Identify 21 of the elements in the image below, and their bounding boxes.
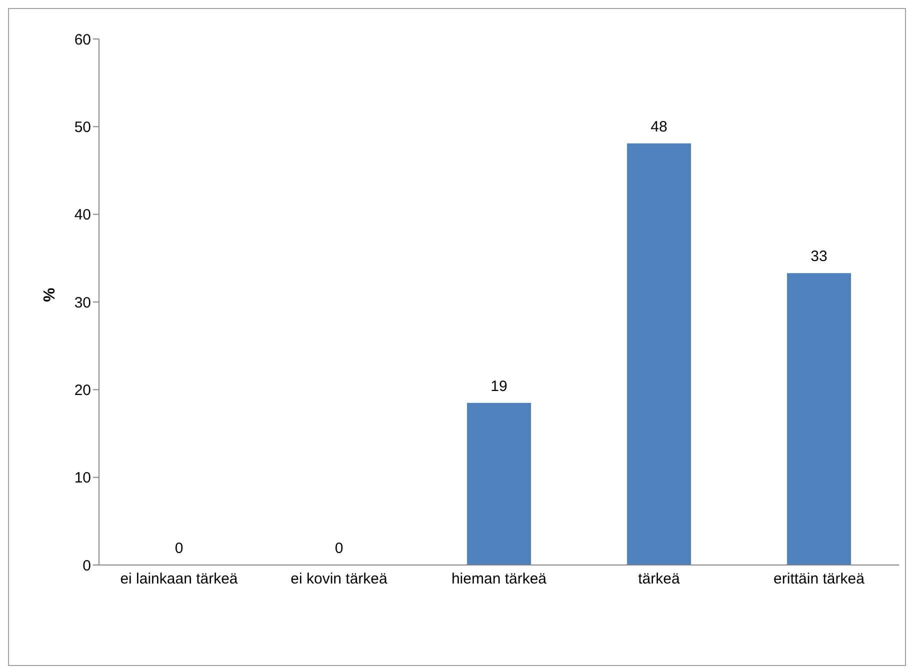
bar	[627, 143, 691, 565]
y-tick-label: 10	[74, 470, 91, 487]
x-tick-label: ei kovin tärkeä	[290, 570, 388, 588]
data-label: 48	[650, 118, 668, 136]
data-label: 0	[334, 540, 344, 557]
x-tick-label: tärkeä	[638, 570, 680, 588]
y-tick-label: 40	[74, 206, 91, 224]
data-label: 19	[490, 378, 508, 395]
bar	[787, 273, 851, 565]
data-label: 33	[810, 248, 828, 266]
y-tick-label: 50	[74, 118, 91, 136]
bar	[467, 402, 531, 565]
y-tick-label: 30	[74, 294, 91, 312]
x-tick-label: erittäin tärkeä	[774, 570, 866, 588]
data-label: 0	[174, 540, 184, 557]
y-axis-title: %	[42, 288, 59, 302]
x-tick-label: ei lainkaan tärkeä	[120, 570, 238, 588]
y-tick-label: 20	[74, 382, 91, 399]
y-tick-label: 0	[82, 557, 91, 574]
y-tick-label: 60	[74, 31, 91, 48]
x-tick-label: hieman tärkeä	[451, 570, 548, 588]
